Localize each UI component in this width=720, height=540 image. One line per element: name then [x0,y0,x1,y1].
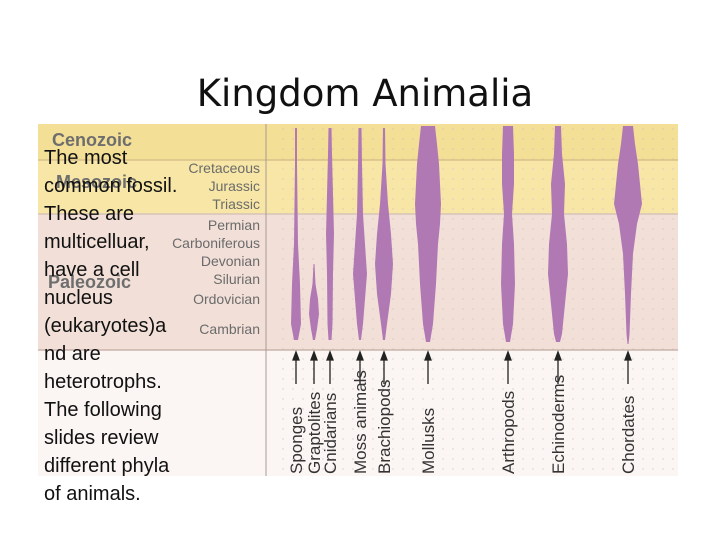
body-line: of animals. [44,483,141,505]
phylum-spindle [291,128,301,340]
era-label-mesozoic: Mesozoic [56,172,137,192]
phylum-spindle [548,126,568,342]
phylum-spindle [375,128,393,340]
phylum-spindle [614,126,642,344]
body-line: nd are [44,343,101,365]
phylum-arrow [424,350,432,384]
body-line: (eukaryotes)a [44,315,167,337]
phylum-arrow [310,350,318,384]
period-label: Triassic [212,196,260,212]
slide-body-text: The most common fossil. These are multicell… [44,144,196,508]
body-line: multicelluar, [44,231,150,253]
phylum-spindle [353,128,367,340]
phylum-spindle [501,126,515,342]
period-label: Carboniferous [172,235,260,251]
body-line: common fossil. [44,175,178,197]
body-line: have a cell [44,259,140,281]
phylum-label: Cnidarians [321,393,340,474]
body-line: nucleus [44,287,113,309]
period-label: Permian [208,217,260,233]
body-line: heterotrophs. [44,371,162,393]
period-label: Cretaceous [188,160,260,176]
phylum-arrow [292,350,300,384]
phylum-label: Graptolites [305,392,324,474]
phylum-label: Arthropods [499,391,518,474]
period-label: Cambrian [199,321,260,337]
period-label: Ordovician [193,291,260,307]
phylum-label: Brachiopods [375,379,394,474]
phylum-label: Chordates [619,396,638,474]
phylum-label: Moss animals [351,370,370,474]
phylum-label: Sponges [287,407,306,474]
slide-title: Kingdom Animalia [196,72,534,115]
phylum-arrow [356,350,364,384]
body-line: different phyla [44,455,170,477]
phylum-spindle [326,128,334,340]
phylum-spindle [415,126,441,342]
body-line: slides review [44,427,159,449]
period-label: Silurian [213,271,260,287]
phylum-arrow [504,350,512,384]
phylum-arrow [624,350,632,384]
phylum-arrow [554,350,562,384]
phylum-label: Echinoderms [549,375,568,474]
phylum-arrow [380,350,388,384]
era-label-cenozoic: Cenozoic [52,130,132,150]
period-label: Jurassic [209,178,260,194]
body-line: These are [44,203,135,225]
body-line: The following [44,399,162,421]
phylum-arrow [326,350,334,384]
era-label-paleozoic: Paleozoic [48,272,131,292]
phylum-label: Mollusks [419,408,438,474]
phylum-spindle [309,264,319,340]
body-line: The most [44,147,128,169]
period-label: Devonian [201,253,260,269]
phylum-diversity-diagram: Cenozoic Mesozoic Paleozoic Cretaceous Ju… [38,124,678,476]
